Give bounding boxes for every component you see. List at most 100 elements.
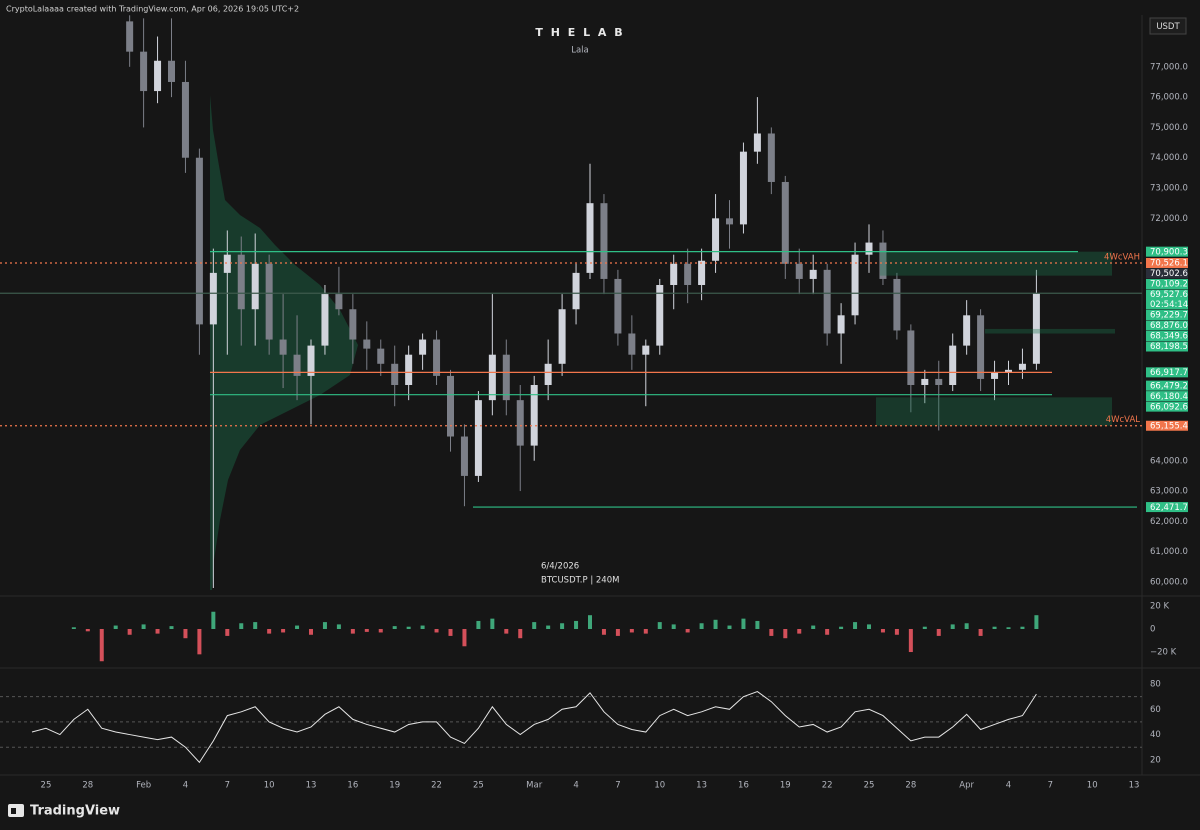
price-label-box bbox=[1146, 257, 1188, 268]
candle-body bbox=[698, 260, 706, 285]
volume-bar bbox=[811, 625, 816, 630]
price-label: 70,502.6 bbox=[1150, 269, 1188, 279]
candle-body bbox=[293, 354, 301, 376]
volume-bar bbox=[518, 629, 523, 639]
y-tick-label: 72,000.0 bbox=[1150, 214, 1188, 224]
volume-bar bbox=[406, 626, 411, 630]
y-tick-label: 20 bbox=[1150, 755, 1161, 765]
y-tick-label: 64,000.0 bbox=[1150, 456, 1188, 466]
price-label: 70,526.1 bbox=[1150, 259, 1188, 269]
volume-bar bbox=[588, 615, 592, 630]
volume-bar bbox=[741, 618, 746, 630]
x-tick-label: 13 bbox=[696, 781, 707, 791]
candle-body bbox=[795, 263, 803, 279]
volume-bar bbox=[978, 629, 983, 636]
volume-bar bbox=[685, 629, 690, 633]
price-label: 69,229.7 bbox=[1150, 311, 1188, 321]
candle-body bbox=[405, 354, 413, 385]
candle-body bbox=[879, 242, 887, 279]
x-tick-label: 13 bbox=[1129, 781, 1140, 791]
volume-bar bbox=[448, 629, 453, 636]
price-label: 70,900.3 bbox=[1150, 247, 1188, 257]
y-tick-label: 80 bbox=[1150, 680, 1161, 690]
price-label: 68,198.5 bbox=[1150, 342, 1188, 352]
y-tick-label: 60,000.0 bbox=[1150, 577, 1188, 587]
volume-bar bbox=[434, 629, 439, 633]
x-tick-label: 22 bbox=[431, 781, 442, 791]
price-label: 68,349.6 bbox=[1150, 332, 1188, 342]
price-label: 66,479.2 bbox=[1150, 381, 1188, 391]
volume-bar bbox=[225, 629, 230, 636]
volume-bar bbox=[713, 619, 718, 630]
volume-bar bbox=[908, 629, 913, 653]
price-label: 65,155.4 bbox=[1150, 421, 1188, 431]
x-tick-label: Apr bbox=[959, 781, 974, 791]
price-label-box bbox=[1146, 246, 1188, 257]
date-label: 6/4/2026 bbox=[541, 562, 579, 572]
x-tick-label: 28 bbox=[82, 781, 93, 791]
volume-bar bbox=[99, 629, 104, 662]
candle-body bbox=[656, 285, 664, 346]
candle-body bbox=[126, 21, 134, 52]
x-tick-label: 28 bbox=[905, 781, 916, 791]
volume-bar bbox=[253, 622, 258, 630]
volume-bar bbox=[560, 623, 565, 630]
candles bbox=[126, 15, 1040, 589]
candle-body bbox=[321, 294, 329, 346]
volume-bar bbox=[364, 629, 369, 632]
candle-body bbox=[544, 363, 552, 385]
candle-body bbox=[712, 218, 720, 261]
brand-logo bbox=[8, 804, 24, 817]
x-tick-label: 10 bbox=[654, 781, 665, 791]
countdown: 02:54:14 bbox=[1150, 300, 1188, 310]
volume-bar bbox=[880, 629, 885, 633]
price-label-box bbox=[1146, 309, 1188, 320]
volume-bar bbox=[574, 620, 579, 630]
zone bbox=[880, 251, 1112, 276]
candle-body bbox=[809, 269, 817, 279]
candle-body bbox=[600, 203, 608, 279]
candle-body bbox=[265, 263, 273, 340]
x-tick-label: 25 bbox=[864, 781, 875, 791]
y-tick-label: 73,000.0 bbox=[1150, 184, 1188, 194]
y-tick-label: 61,000.0 bbox=[1150, 547, 1188, 557]
price-label: 68,876.0 bbox=[1150, 321, 1188, 331]
volume-bar bbox=[992, 626, 997, 630]
volume-bar bbox=[490, 618, 495, 630]
y-tick-label: 74,000.0 bbox=[1150, 153, 1188, 163]
candle-body bbox=[377, 348, 385, 364]
credit: CryptoLalaaaa created with TradingView.c… bbox=[6, 5, 299, 14]
y-tick-label: −20 K bbox=[1150, 648, 1177, 658]
candle-body bbox=[516, 400, 524, 446]
x-tick-label: 19 bbox=[780, 781, 791, 791]
candle-body bbox=[837, 315, 845, 334]
candle-body bbox=[781, 181, 789, 264]
candle-body bbox=[1018, 363, 1026, 370]
price-label: 70,109.2 bbox=[1150, 280, 1188, 290]
volume-bar bbox=[71, 627, 76, 630]
price-label-box bbox=[1146, 289, 1188, 310]
x-tick-label: 10 bbox=[1087, 781, 1098, 791]
price-label-box bbox=[1146, 380, 1188, 391]
volume-bar bbox=[699, 623, 704, 630]
volume-bar bbox=[1006, 627, 1011, 630]
volume-bar bbox=[322, 622, 327, 630]
volume-bar bbox=[601, 629, 606, 635]
x-tick-label: 22 bbox=[822, 781, 833, 791]
x-tick-label: 4 bbox=[1006, 781, 1011, 791]
candle-body bbox=[335, 294, 343, 310]
volume-bar bbox=[267, 629, 272, 634]
price-label: 62,471.7 bbox=[1150, 503, 1188, 513]
symbol-label: BTCUSDT.P | 240M bbox=[541, 576, 619, 586]
candle-body bbox=[363, 339, 371, 349]
volume-bar bbox=[936, 629, 941, 636]
x-tick-label: 16 bbox=[738, 781, 749, 791]
candle-body bbox=[488, 354, 496, 401]
price-label-box bbox=[1146, 367, 1188, 378]
price-label-box bbox=[1146, 420, 1188, 431]
level-annotation: 4WcVAH bbox=[1104, 252, 1140, 262]
candle-body bbox=[530, 385, 538, 446]
currency: USDT bbox=[1156, 22, 1180, 32]
volume-bar bbox=[657, 622, 662, 630]
x-tick-label: 25 bbox=[473, 781, 484, 791]
